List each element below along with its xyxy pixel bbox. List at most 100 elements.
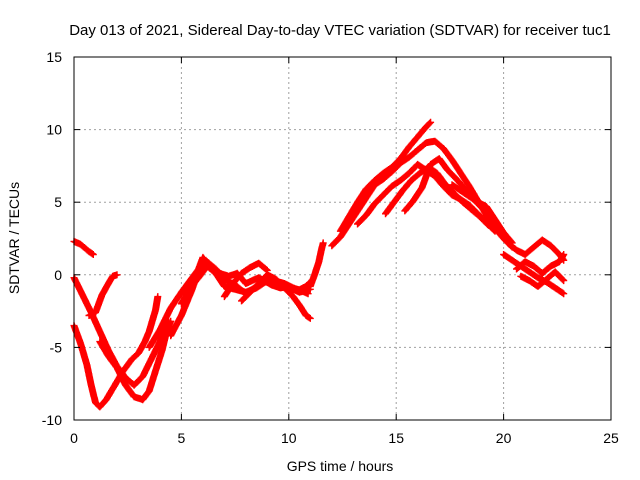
data-point xyxy=(420,186,424,189)
data-point xyxy=(147,330,151,333)
data-point xyxy=(94,311,97,314)
data-point xyxy=(154,369,157,372)
data-point xyxy=(528,270,531,274)
data-point xyxy=(244,282,248,285)
data-point xyxy=(160,349,164,352)
data-point xyxy=(79,341,82,345)
series-track-1 xyxy=(70,237,97,258)
series-track-20 xyxy=(513,251,568,277)
data-point xyxy=(319,250,323,253)
data-point xyxy=(309,317,312,320)
data-point xyxy=(390,185,394,188)
x-axis: 0 5 10 15 20 25 xyxy=(70,57,619,446)
data-point xyxy=(373,202,376,205)
data-point xyxy=(79,243,82,246)
data-point xyxy=(85,363,89,367)
data-point xyxy=(169,334,172,337)
data-point xyxy=(545,277,548,281)
data-point xyxy=(418,171,422,175)
y-tick-label: 0 xyxy=(54,267,62,283)
data-point xyxy=(188,279,192,282)
data-point xyxy=(442,147,445,150)
data-point xyxy=(476,201,480,204)
data-point xyxy=(532,264,535,268)
series-track-13 xyxy=(336,118,435,235)
data-point xyxy=(214,272,217,275)
data-point xyxy=(425,141,428,144)
data-point xyxy=(291,295,295,298)
data-point xyxy=(300,289,303,292)
data-point xyxy=(523,260,527,263)
series-track-4 xyxy=(85,271,121,319)
data-point xyxy=(321,241,325,245)
data-point xyxy=(197,269,200,272)
data-point xyxy=(382,171,385,175)
data-point xyxy=(459,189,462,192)
data-point xyxy=(493,218,497,221)
data-point xyxy=(339,235,342,239)
data-point xyxy=(410,179,413,182)
data-point xyxy=(364,196,368,200)
data-point xyxy=(416,163,419,166)
chart-title: Day 013 of 2021, Sidereal Day-to-day VTE… xyxy=(69,22,611,39)
data-point xyxy=(435,171,439,175)
data-point xyxy=(143,340,147,343)
series-track-15 xyxy=(382,163,493,229)
data-point xyxy=(156,295,159,298)
data-point xyxy=(356,222,359,226)
data-point xyxy=(455,177,458,181)
data-point xyxy=(493,230,497,233)
data-point xyxy=(403,209,406,213)
series-track-19 xyxy=(504,236,568,264)
x-tick-label: 0 xyxy=(70,430,78,446)
data-point xyxy=(562,253,565,256)
data-point xyxy=(506,241,510,245)
data-point xyxy=(306,292,310,295)
data-point xyxy=(461,201,464,204)
data-point xyxy=(107,354,110,358)
data-point xyxy=(549,244,553,247)
data-point xyxy=(165,331,168,335)
data-point xyxy=(197,276,200,279)
data-point xyxy=(468,195,471,198)
data-point xyxy=(132,383,136,387)
data-point xyxy=(425,125,428,128)
data-point xyxy=(132,395,136,398)
series-track-9 xyxy=(238,271,314,322)
x-axis-label: GPS time / hours xyxy=(287,458,394,474)
data-point xyxy=(450,183,454,186)
data-point xyxy=(147,346,151,349)
data-point xyxy=(87,314,91,317)
data-point xyxy=(541,238,544,242)
data-point xyxy=(81,293,84,297)
data-point xyxy=(313,273,316,276)
x-tick-label: 25 xyxy=(603,430,619,446)
data-point xyxy=(459,171,462,175)
data-point xyxy=(452,192,456,195)
series-marker-path xyxy=(328,137,516,251)
data-point xyxy=(240,272,243,275)
data-point xyxy=(304,314,308,317)
data-marks xyxy=(70,118,568,411)
data-point xyxy=(137,352,140,355)
data-point xyxy=(437,157,441,160)
data-point xyxy=(487,224,490,227)
data-point xyxy=(180,291,183,294)
data-point xyxy=(536,285,540,288)
data-point xyxy=(317,260,321,263)
series-track-10 xyxy=(220,259,271,301)
data-point xyxy=(169,320,172,323)
x-tick-label: 10 xyxy=(281,430,297,446)
data-point xyxy=(433,140,437,143)
data-point xyxy=(248,291,252,294)
series-marker-path xyxy=(306,239,327,290)
data-point xyxy=(257,261,260,265)
data-point xyxy=(468,185,471,188)
series-track-5 xyxy=(96,317,175,404)
data-point xyxy=(98,330,101,333)
data-point xyxy=(98,405,101,409)
y-tick-label: 15 xyxy=(46,49,62,65)
data-point xyxy=(515,267,518,271)
data-point xyxy=(519,275,522,278)
